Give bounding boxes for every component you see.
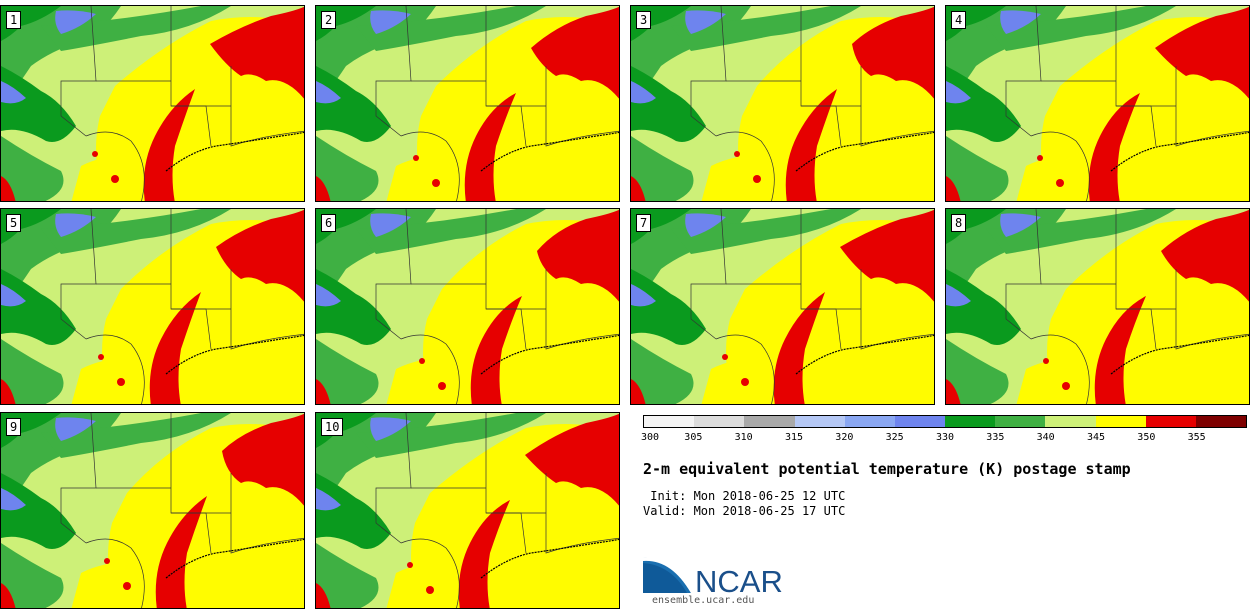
- panel-number: 6: [321, 214, 337, 232]
- colorbar-segment: [894, 416, 946, 427]
- logo-url: ensemble.ucar.edu: [652, 595, 755, 606]
- map-panel: 4: [945, 5, 1250, 202]
- colorbar-segment: [844, 416, 895, 427]
- panel-number: 1: [6, 11, 22, 29]
- panel-number: 7: [636, 214, 652, 232]
- map-panel: 8: [945, 208, 1250, 405]
- figure-title: 2-m equivalent potential temperature (K)…: [643, 460, 1131, 478]
- colorbar-segment: [1045, 416, 1096, 427]
- colorbar-segment: [1095, 416, 1146, 427]
- colorbar-tick-label: 355: [1187, 432, 1206, 443]
- panel-number: 9: [6, 418, 22, 436]
- ncar-logo-text: NCAR: [695, 564, 783, 597]
- panel-number: 8: [951, 214, 967, 232]
- colorbar-tick-label: 340: [1036, 432, 1055, 443]
- colorbar-tick-label: 320: [835, 432, 854, 443]
- map-panel: 5: [0, 208, 305, 405]
- map-panel: 9: [0, 412, 305, 609]
- colorbar-segment: [995, 416, 1046, 427]
- colorbar-tick-label: 345: [1086, 432, 1106, 443]
- colorbar-segment: [744, 416, 795, 427]
- colorbar-tick-label: 300: [641, 432, 660, 443]
- colorbar-tick-label: 325: [885, 432, 904, 443]
- map-panel: 7: [630, 208, 935, 405]
- map-panel: 3: [630, 5, 935, 202]
- colorbar: [643, 415, 1247, 428]
- panel-number: 2: [321, 11, 337, 29]
- colorbar-segment: [1145, 416, 1196, 427]
- panel-number: 4: [951, 11, 967, 29]
- colorbar-tick-label: 335: [986, 432, 1005, 443]
- map-panel: 1: [0, 5, 305, 202]
- colorbar-tick-label: 305: [684, 432, 703, 443]
- panel-number: 10: [321, 418, 344, 436]
- colorbar-segment: [945, 416, 996, 427]
- colorbar-tick-label: 330: [935, 432, 955, 443]
- panel-number: 3: [636, 11, 652, 29]
- colorbar-ticks: 300 305 310 315 320 325 330 335 340 345 350 355: [641, 432, 1247, 446]
- map-panel: 2: [315, 5, 620, 202]
- colorbar-segment: [644, 416, 695, 427]
- colorbar-tick-label: 315: [784, 432, 804, 443]
- init-time: Init: Mon 2018-06-25 12 UTC: [643, 489, 846, 503]
- valid-time: Valid: Mon 2018-06-25 17 UTC: [643, 504, 846, 518]
- colorbar-segment: [1195, 416, 1247, 427]
- colorbar-segment: [794, 416, 845, 427]
- colorbar-tick-label: 350: [1137, 432, 1156, 443]
- panel-number: 5: [6, 214, 22, 232]
- map-panel: 10: [315, 412, 620, 609]
- map-panel: 6: [315, 208, 620, 405]
- colorbar-tick-label: 310: [734, 432, 753, 443]
- ncar-logo: NCAR: [643, 557, 783, 597]
- colorbar-segment: [694, 416, 745, 427]
